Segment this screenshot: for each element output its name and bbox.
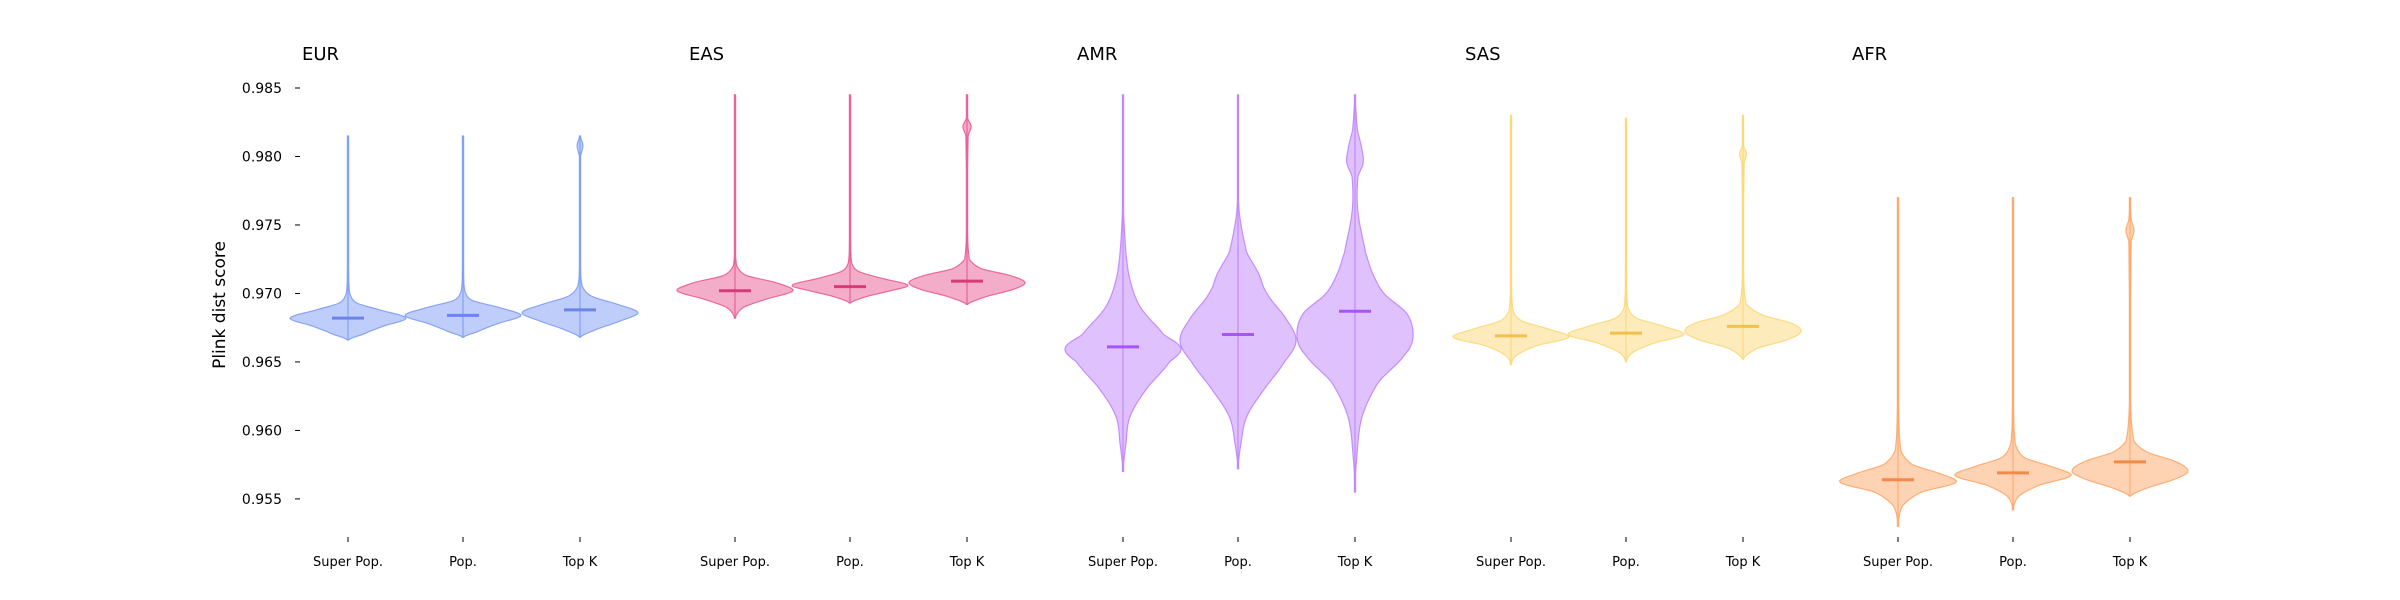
- violin: Super Pop.: [1451, 114, 1571, 570]
- y-axis: 0.955 0.960 0.965 0.970 0.975 0.980 0.985: [242, 81, 300, 508]
- panel-eur: EUR Super Pop. Pop. Top K: [289, 44, 639, 570]
- x-tick-label: Super Pop.: [1088, 555, 1158, 570]
- violin: Top K: [1684, 114, 1802, 570]
- panel-title: EUR: [302, 44, 339, 65]
- x-tick-label: Super Pop.: [700, 555, 770, 570]
- violin: Super Pop.: [1064, 94, 1182, 570]
- y-tick-label: 0.955: [242, 492, 282, 508]
- violin: Pop.: [1567, 117, 1685, 570]
- violin: Super Pop.: [289, 135, 407, 570]
- violin: Pop.: [1953, 196, 2073, 570]
- x-tick-label: Top K: [1337, 555, 1373, 570]
- panel-title: AMR: [1077, 44, 1117, 65]
- violin: Pop.: [404, 135, 522, 570]
- violin: Top K: [1296, 94, 1414, 570]
- violin: Pop.: [791, 94, 909, 570]
- y-axis-label: Plink dist score: [210, 241, 230, 369]
- violin: Top K: [521, 135, 639, 570]
- y-tick-label: 0.965: [242, 355, 282, 371]
- panel-sas: SAS Super Pop. Pop. Top K: [1451, 44, 1802, 570]
- x-tick-label: Top K: [1725, 555, 1761, 570]
- violin: Top K: [908, 94, 1026, 570]
- y-tick-label: 0.960: [242, 423, 282, 439]
- x-tick-label: Pop.: [836, 555, 864, 570]
- x-tick-label: Pop.: [1224, 555, 1252, 570]
- x-tick-label: Super Pop.: [313, 555, 383, 570]
- panel-title: SAS: [1465, 44, 1501, 65]
- panel-eas: EAS Super Pop. Pop. Top K: [676, 44, 1026, 570]
- y-tick-label: 0.975: [242, 218, 282, 234]
- y-tick-label: 0.985: [242, 81, 282, 97]
- panel-title: EAS: [689, 44, 724, 65]
- x-tick-label: Pop.: [449, 555, 477, 570]
- violin: Pop.: [1179, 94, 1297, 570]
- panel-amr: AMR Super Pop. Pop. Top K: [1064, 44, 1414, 570]
- violin: Super Pop.: [1838, 196, 1958, 570]
- panel-afr: AFR Super Pop. Pop. Top K: [1838, 44, 2189, 570]
- panels: EUR Super Pop. Pop. Top K EAS Super Pop. Pop. T…: [289, 44, 2189, 570]
- y-tick-label: 0.970: [242, 286, 282, 302]
- x-tick-label: Super Pop.: [1863, 555, 1933, 570]
- violin: Top K: [2071, 196, 2189, 570]
- x-tick-label: Top K: [949, 555, 985, 570]
- y-tick-label: 0.980: [242, 149, 282, 165]
- x-tick-label: Top K: [562, 555, 598, 570]
- x-tick-label: Top K: [2112, 555, 2148, 570]
- x-tick-label: Pop.: [1612, 555, 1640, 570]
- violin: Super Pop.: [676, 94, 794, 570]
- panel-title: AFR: [1852, 44, 1887, 65]
- x-tick-label: Pop.: [1999, 555, 2027, 570]
- x-tick-label: Super Pop.: [1476, 555, 1546, 570]
